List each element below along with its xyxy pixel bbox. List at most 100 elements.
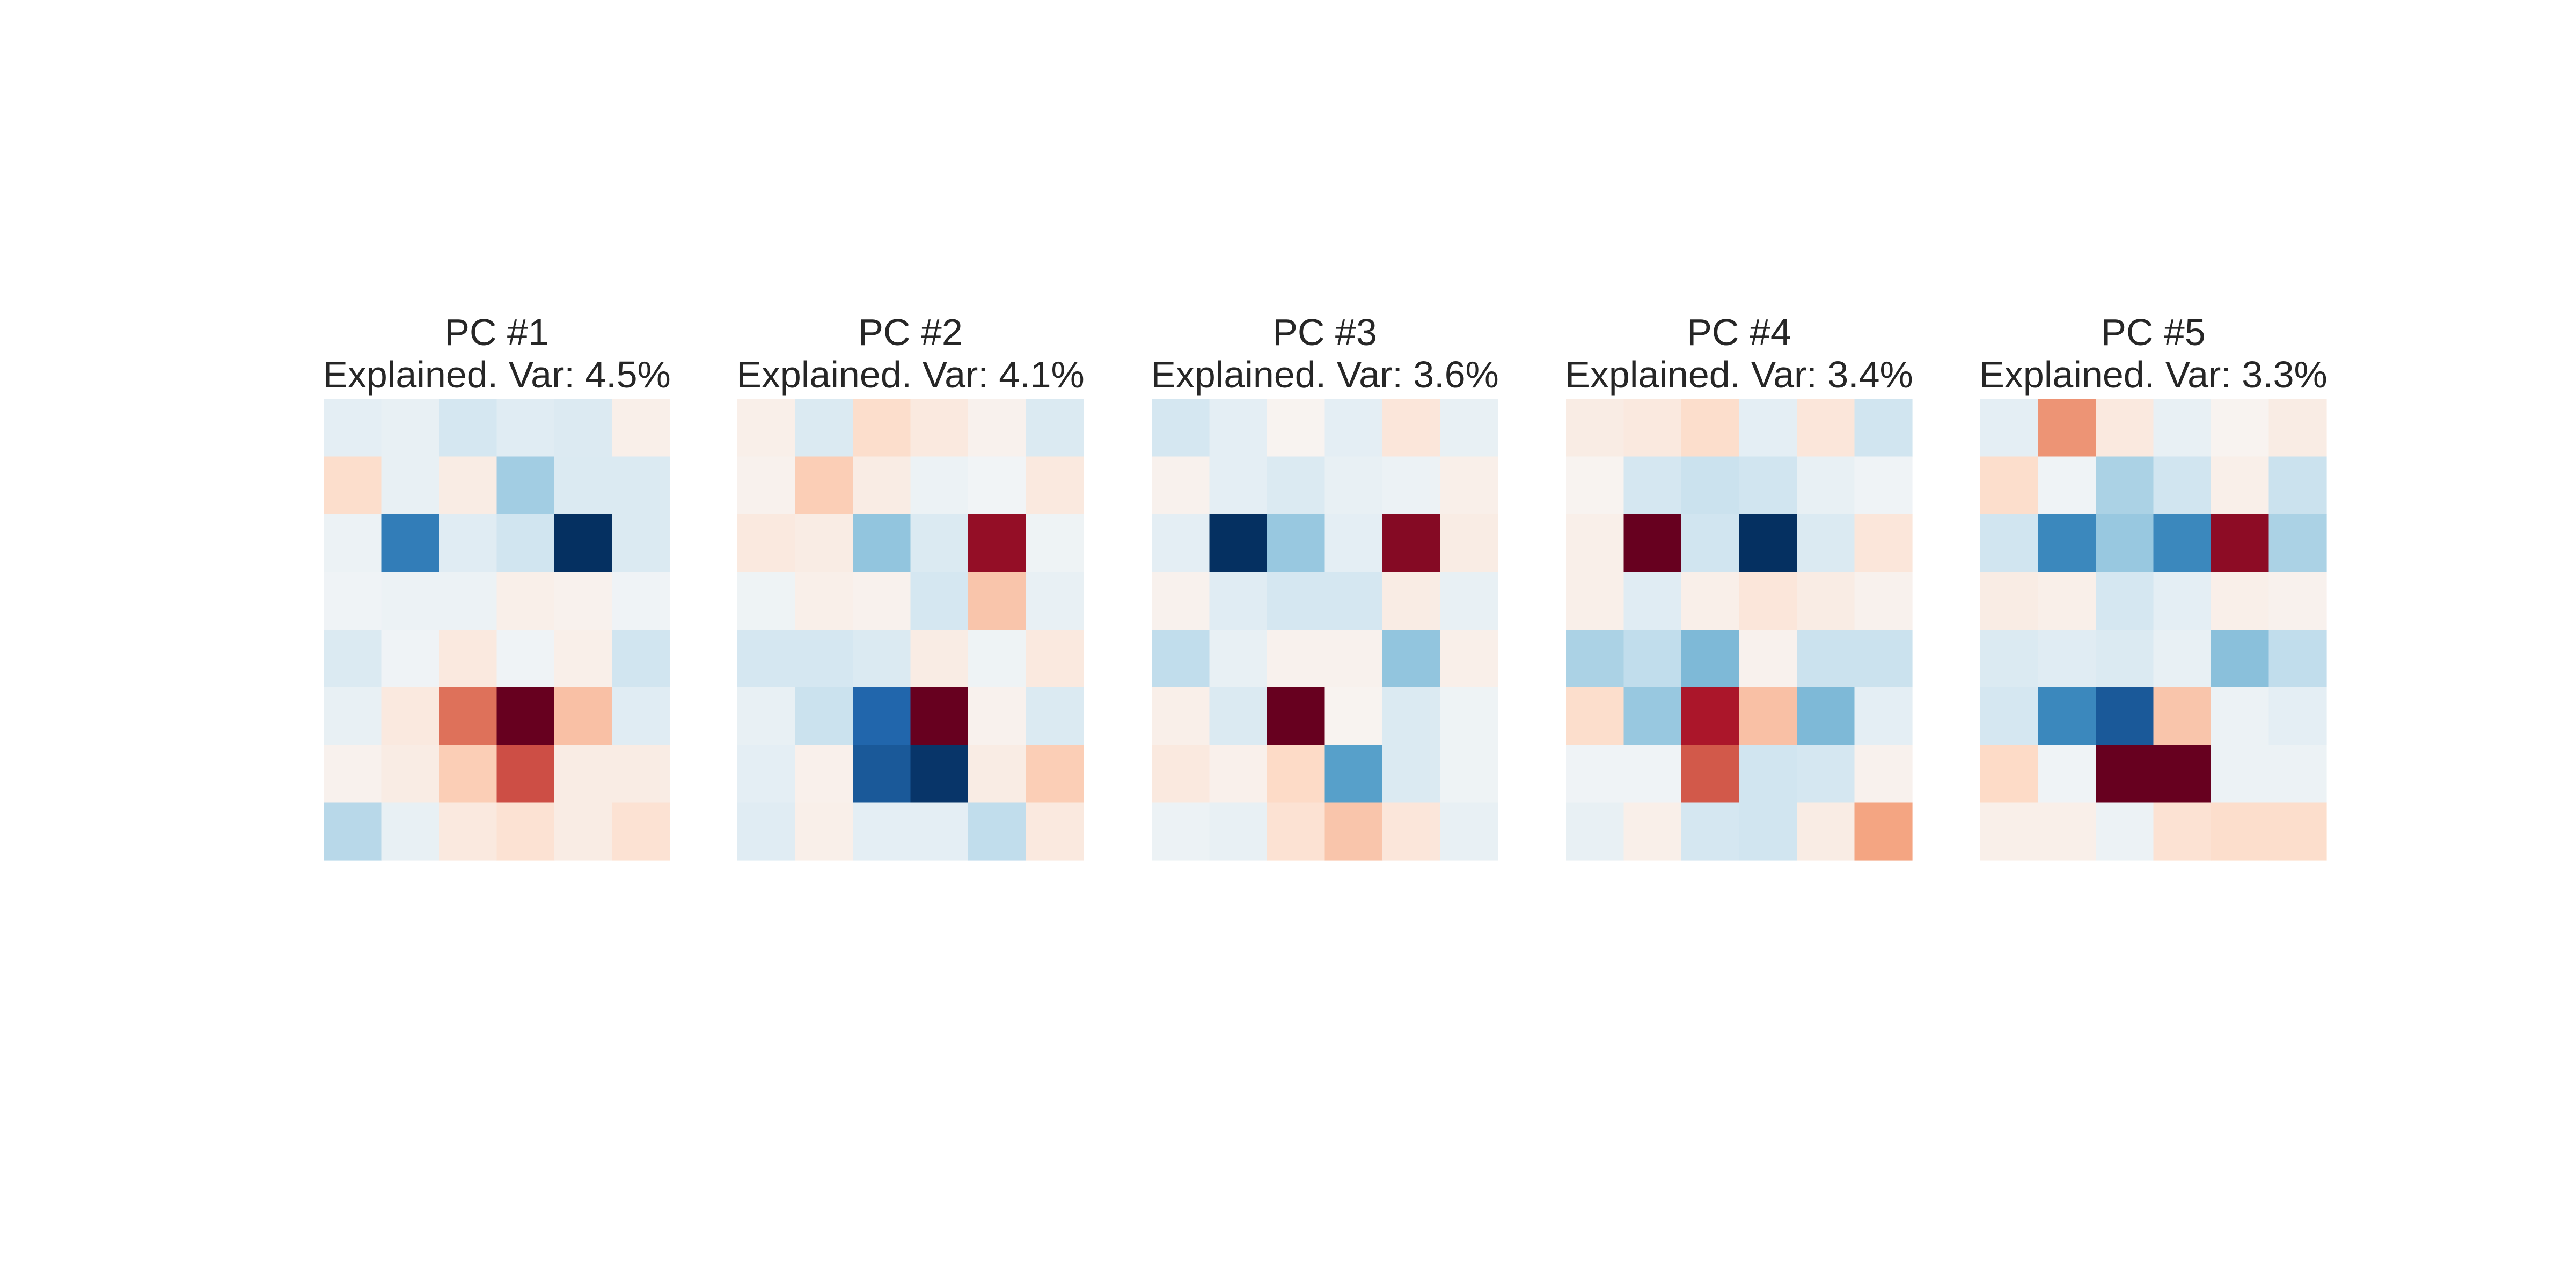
heatmap-cell-r3-c1 xyxy=(1980,514,2039,573)
heatmap-cell-r8-c3 xyxy=(2096,802,2154,861)
heatmap-cell-r7-c3 xyxy=(1681,745,1740,803)
heatmap-cell-r6-c2 xyxy=(381,687,440,745)
heatmap-cell-r4-c4 xyxy=(1739,572,1797,630)
heatmap-cell-r4-c2 xyxy=(2038,572,2096,630)
heatmap-cell-r1-c4 xyxy=(496,399,555,457)
heatmap-cell-r4-c6 xyxy=(1854,572,1913,630)
heatmap-cell-r1-c5 xyxy=(968,399,1027,457)
heatmap-cell-r1-c3 xyxy=(1267,399,1326,457)
heatmap-cell-r4-c6 xyxy=(2268,572,2327,630)
heatmap-cell-r7-c4 xyxy=(496,745,555,803)
heatmap-cell-r1-c1 xyxy=(1152,399,1210,457)
heatmap-cell-r4-c1 xyxy=(1566,572,1624,630)
heatmap-cell-r3-c1 xyxy=(737,514,796,573)
heatmap-cell-r3-c4 xyxy=(2153,514,2212,573)
heatmap-cell-r3-c5 xyxy=(2211,514,2270,573)
heatmap-cell-r1-c2 xyxy=(2038,399,2096,457)
heatmap-cell-r8-c6 xyxy=(2268,802,2327,861)
heatmap-cell-r5-c3 xyxy=(853,630,911,688)
panel-title-line1: PC #4 xyxy=(1687,311,1791,353)
heatmap-cell-r7-c5 xyxy=(554,745,613,803)
heatmap-cell-r5-c2 xyxy=(381,630,440,688)
heatmap-cell-r8-c3 xyxy=(439,802,497,861)
heatmap-cell-r3-c4 xyxy=(1324,514,1383,573)
heatmap-cell-r2-c6 xyxy=(1854,456,1913,515)
heatmap-cell-r2-c1 xyxy=(1566,456,1624,515)
heatmap-cell-r4-c1 xyxy=(737,572,796,630)
heatmap-cell-r5-c1 xyxy=(737,630,796,688)
heatmap-cell-r4-c2 xyxy=(1209,572,1268,630)
panel-title-line1: PC #2 xyxy=(858,311,963,353)
heatmap-cell-r7-c2 xyxy=(795,745,853,803)
heatmap-cell-r4-c2 xyxy=(795,572,853,630)
heatmap-cell-r8-c3 xyxy=(853,802,911,861)
heatmap-cell-r5-c3 xyxy=(1267,630,1326,688)
heatmap-cell-r8-c4 xyxy=(2153,802,2212,861)
heatmap-cell-r2-c5 xyxy=(2211,456,2270,515)
heatmap-cell-r8-c4 xyxy=(1739,802,1797,861)
heatmap-cell-r5-c2 xyxy=(2038,630,2096,688)
heatmap-cell-r7-c3 xyxy=(853,745,911,803)
heatmap-cell-r7-c4 xyxy=(2153,745,2212,803)
heatmap-cell-r5-c6 xyxy=(1854,630,1913,688)
heatmap-cell-r3-c3 xyxy=(1681,514,1740,573)
heatmap-cell-r8-c5 xyxy=(554,802,613,861)
heatmap-cell-r5-c4 xyxy=(1739,630,1797,688)
heatmap-cell-r7-c5 xyxy=(1797,745,1855,803)
heatmap-cell-r4-c3 xyxy=(853,572,911,630)
heatmap-cell-r3-c2 xyxy=(1623,514,1682,573)
heatmap-cell-r1-c4 xyxy=(2153,399,2212,457)
heatmap-cell-r2-c5 xyxy=(1797,456,1855,515)
panel-title-line2: Explained. Var: 4.5% xyxy=(323,354,671,396)
heatmap-cell-r2-c3 xyxy=(1267,456,1326,515)
heatmap-cell-r3-c5 xyxy=(1382,514,1441,573)
heatmap-cell-r1-c6 xyxy=(2268,399,2327,457)
heatmap-cell-r7-c1 xyxy=(324,745,382,803)
heatmap-cell-r4-c5 xyxy=(2211,572,2270,630)
heatmap-cell-r2-c4 xyxy=(1324,456,1383,515)
heatmap-cell-r8-c1 xyxy=(1980,802,2039,861)
heatmap-cell-r7-c3 xyxy=(1267,745,1326,803)
heatmap-cell-r5-c4 xyxy=(496,630,555,688)
heatmap-cell-r7-c1 xyxy=(1566,745,1624,803)
heatmap-cell-r3-c6 xyxy=(1854,514,1913,573)
heatmap-cell-r3-c1 xyxy=(1566,514,1624,573)
heatmap-cell-r1-c5 xyxy=(1797,399,1855,457)
heatmap-cell-r7-c1 xyxy=(737,745,796,803)
heatmap-cell-r5-c1 xyxy=(1152,630,1210,688)
heatmap-cell-r7-c4 xyxy=(1324,745,1383,803)
heatmap-cell-r6-c2 xyxy=(795,687,853,745)
heatmap-cell-r2-c5 xyxy=(554,456,613,515)
heatmap-cell-r8-c1 xyxy=(324,802,382,861)
heatmap-cell-r2-c4 xyxy=(496,456,555,515)
heatmap-cell-r7-c3 xyxy=(439,745,497,803)
heatmap-cell-r2-c3 xyxy=(853,456,911,515)
panel-title-line2: Explained. Var: 4.1% xyxy=(736,354,1085,396)
heatmap-cell-r8-c2 xyxy=(1209,802,1268,861)
heatmap-cell-r2-c6 xyxy=(612,456,670,515)
heatmap-cell-r6-c2 xyxy=(2038,687,2096,745)
heatmap-cell-r5-c1 xyxy=(324,630,382,688)
heatmap-cell-r3-c2 xyxy=(1209,514,1268,573)
heatmap-cell-r6-c6 xyxy=(612,687,670,745)
heatmap-cell-r5-c2 xyxy=(1209,630,1268,688)
heatmap-cell-r3-c4 xyxy=(910,514,969,573)
heatmap-cell-r2-c3 xyxy=(1681,456,1740,515)
heatmap-cell-r2-c6 xyxy=(2268,456,2327,515)
heatmap-cell-r7-c3 xyxy=(2096,745,2154,803)
heatmap-cell-r7-c5 xyxy=(2211,745,2270,803)
heatmap-cell-r3-c3 xyxy=(2096,514,2154,573)
heatmap-cell-r5-c6 xyxy=(2268,630,2327,688)
heatmap-cell-r7-c6 xyxy=(2268,745,2327,803)
heatmap-cell-r3-c5 xyxy=(554,514,613,573)
heatmap-cell-r1-c1 xyxy=(1980,399,2039,457)
heatmap-cell-r4-c2 xyxy=(381,572,440,630)
heatmap-cell-r7-c6 xyxy=(1440,745,1498,803)
heatmap-cell-r2-c6 xyxy=(1026,456,1084,515)
heatmap-cell-r8-c2 xyxy=(381,802,440,861)
heatmap-cell-r2-c2 xyxy=(381,456,440,515)
heatmap-cell-r2-c1 xyxy=(737,456,796,515)
heatmap-cell-r2-c3 xyxy=(439,456,497,515)
heatmap-cell-r8-c4 xyxy=(496,802,555,861)
heatmap-cell-r2-c6 xyxy=(1440,456,1498,515)
